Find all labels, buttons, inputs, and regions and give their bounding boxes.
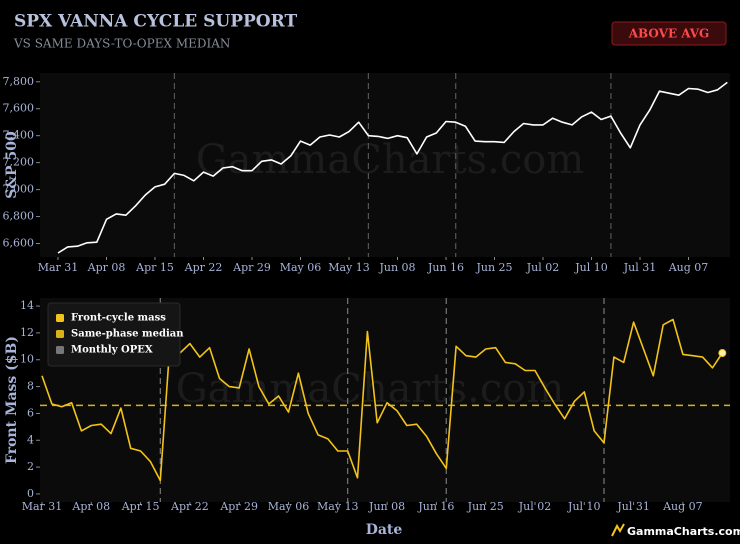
- x-tick-label: Apr 15: [121, 500, 160, 513]
- y-axis-label: S&P 500: [4, 131, 20, 199]
- x-tick-label: Apr 15: [135, 261, 174, 274]
- x-tick-label: Apr 08: [87, 261, 126, 274]
- x-tick-label: May 06: [268, 500, 310, 513]
- x-axis-label: Date: [366, 522, 403, 538]
- x-tick-label: Jun 16: [427, 261, 464, 274]
- y-tick-label: 14: [20, 299, 34, 312]
- y-tick-label: 7,200: [3, 156, 35, 169]
- y-tick-label: 6,600: [3, 237, 35, 250]
- x-tick-label: Apr 22: [184, 261, 223, 274]
- legend-box: [47, 302, 181, 367]
- y-tick-label: 6: [27, 406, 34, 419]
- legend-swatch: [56, 330, 64, 338]
- footer-brand: GammaCharts.com: [627, 525, 740, 538]
- badge-box: [611, 21, 727, 46]
- title: SPX VANNA CYCLE SUPPORT: [14, 12, 297, 32]
- x-tick-label: May 13: [317, 500, 359, 513]
- y-tick-label: 7,600: [3, 102, 35, 115]
- x-tick-label: Jul 31: [616, 500, 650, 513]
- x-tick-label: Mar 31: [38, 261, 79, 274]
- x-tick-label: Apr 22: [170, 500, 209, 513]
- y-tick-label: 4: [27, 433, 34, 446]
- x-tick-label: Jun 16: [417, 500, 454, 513]
- x-tick-label: May 06: [280, 261, 322, 274]
- badge: ABOVE AVG: [628, 27, 710, 41]
- x-tick-label: Mar 31: [22, 500, 63, 513]
- end-marker: [718, 349, 727, 358]
- legend-swatch: [56, 314, 64, 322]
- x-tick-label: Aug 07: [668, 261, 709, 274]
- x-tick-label: Jun 08: [368, 500, 405, 513]
- watermark: GammaCharts.com: [176, 366, 565, 412]
- y-tick-label: 2: [27, 460, 34, 473]
- footer-logo: GammaCharts.com: [611, 523, 740, 538]
- y-tick-label: 7,000: [3, 183, 35, 196]
- x-tick-label: Jul 31: [623, 261, 657, 274]
- x-tick-label: Jul 10: [574, 261, 608, 274]
- y-tick-label: 7,800: [3, 75, 35, 88]
- legend: Front-cycle mass Same-phase median Monthly…: [47, 302, 184, 367]
- series-line: [41, 318, 723, 482]
- y-axis-label: Front Mass ($B): [4, 336, 20, 464]
- legend-swatch: [56, 346, 64, 354]
- x-tick-label: Apr 29: [232, 261, 271, 274]
- panel-top: [40, 73, 730, 257]
- legend-label: Monthly OPEX: [71, 345, 153, 356]
- watermark: GammaCharts.com: [196, 137, 585, 183]
- x-tick-label: Apr 08: [71, 500, 110, 513]
- y-tick-label: 12: [20, 326, 34, 339]
- y-tick-label: 10: [20, 353, 34, 366]
- y-tick-label: 8: [27, 380, 34, 393]
- legend-label: Front-cycle mass: [71, 313, 166, 324]
- x-tick-label: Aug 07: [662, 500, 703, 513]
- x-tick-label: Jul 02: [518, 500, 552, 513]
- x-tick-label: Jul 10: [567, 500, 601, 513]
- series-line: [57, 81, 728, 254]
- x-tick-label: Jul 02: [526, 261, 560, 274]
- subtitle: VS SAME DAYS-TO-OPEX MEDIAN: [13, 37, 230, 51]
- x-tick-label: Jun 25: [467, 500, 504, 513]
- y-tick-label: 7,400: [3, 129, 35, 142]
- x-tick-label: Jun 25: [475, 261, 512, 274]
- x-tick-label: Jun 08: [378, 261, 415, 274]
- y-tick-label: 0: [27, 487, 34, 500]
- legend-label: Same-phase median: [71, 329, 184, 340]
- y-tick-label: 6,800: [3, 210, 35, 223]
- x-tick-label: May 13: [328, 261, 370, 274]
- logo-icon: [611, 523, 625, 537]
- x-tick-label: Apr 29: [219, 500, 258, 513]
